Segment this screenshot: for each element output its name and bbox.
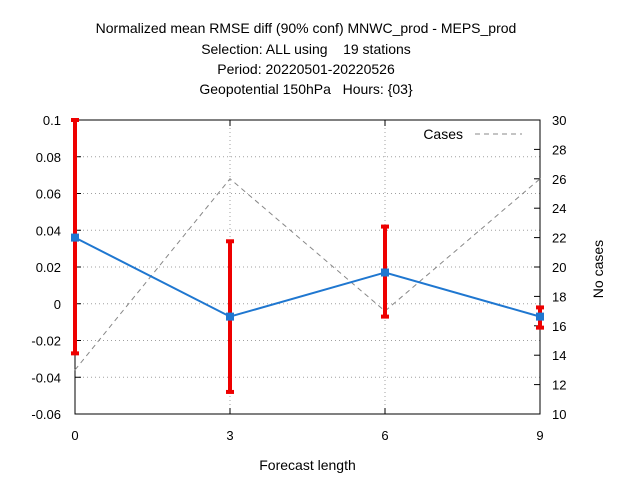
y2-tick-label: 24 — [552, 201, 566, 216]
y2-tick-label: 14 — [552, 348, 566, 363]
x-tick-label: 6 — [381, 428, 388, 443]
y2-tick-label: 20 — [552, 260, 566, 275]
cases-line — [74, 178, 541, 371]
rmse-diff-line — [74, 236, 541, 318]
x-tick-label: 9 — [536, 428, 543, 443]
y-tick-label: -0.02 — [31, 334, 61, 349]
chart-title-line-1: Normalized mean RMSE diff (90% conf) MNW… — [95, 20, 517, 36]
legend-label-cases: Cases — [423, 126, 463, 142]
chart-title-line-3: Period: 20220501-20220526 — [217, 61, 395, 77]
rmse-diff-point — [536, 312, 544, 321]
cases-point — [74, 369, 76, 371]
y-tick-label: 0.08 — [36, 150, 61, 165]
rmse-diff-point — [71, 233, 79, 242]
chart-title-line-2: Selection: ALL using 19 stations — [201, 41, 411, 57]
y2-tick-label: 26 — [552, 172, 566, 187]
y2-tick-label: 16 — [552, 319, 566, 334]
x-tick-label: 0 — [71, 428, 78, 443]
y2-tick-label: 30 — [552, 113, 566, 128]
y2-tick-label: 10 — [552, 407, 566, 422]
cases-point — [229, 178, 231, 180]
chart-title-line-4: Geopotential 150hPa Hours: {03} — [199, 81, 413, 97]
y-tick-label: 0.1 — [43, 113, 61, 128]
y-tick-label: 0.06 — [36, 187, 61, 202]
y-tick-label: -0.06 — [31, 407, 61, 422]
y-tick-label: 0.02 — [36, 260, 61, 275]
y-tick-label: -0.04 — [31, 370, 61, 385]
x-axis-label: Forecast length — [259, 457, 356, 473]
y-tick-label: 0 — [54, 297, 61, 312]
y2-tick-label: 28 — [552, 142, 566, 157]
y-tick-label: 0.04 — [36, 223, 61, 238]
y2-tick-label: 18 — [552, 289, 566, 304]
rmse-diff-point — [381, 268, 389, 277]
y2-tick-label: 22 — [552, 231, 566, 246]
y2-axis-label: No cases — [590, 240, 606, 298]
rmse-diff-point — [226, 312, 234, 321]
y2-tick-label: 12 — [552, 378, 566, 393]
cases-point — [539, 178, 541, 180]
x-tick-label: 3 — [226, 428, 233, 443]
